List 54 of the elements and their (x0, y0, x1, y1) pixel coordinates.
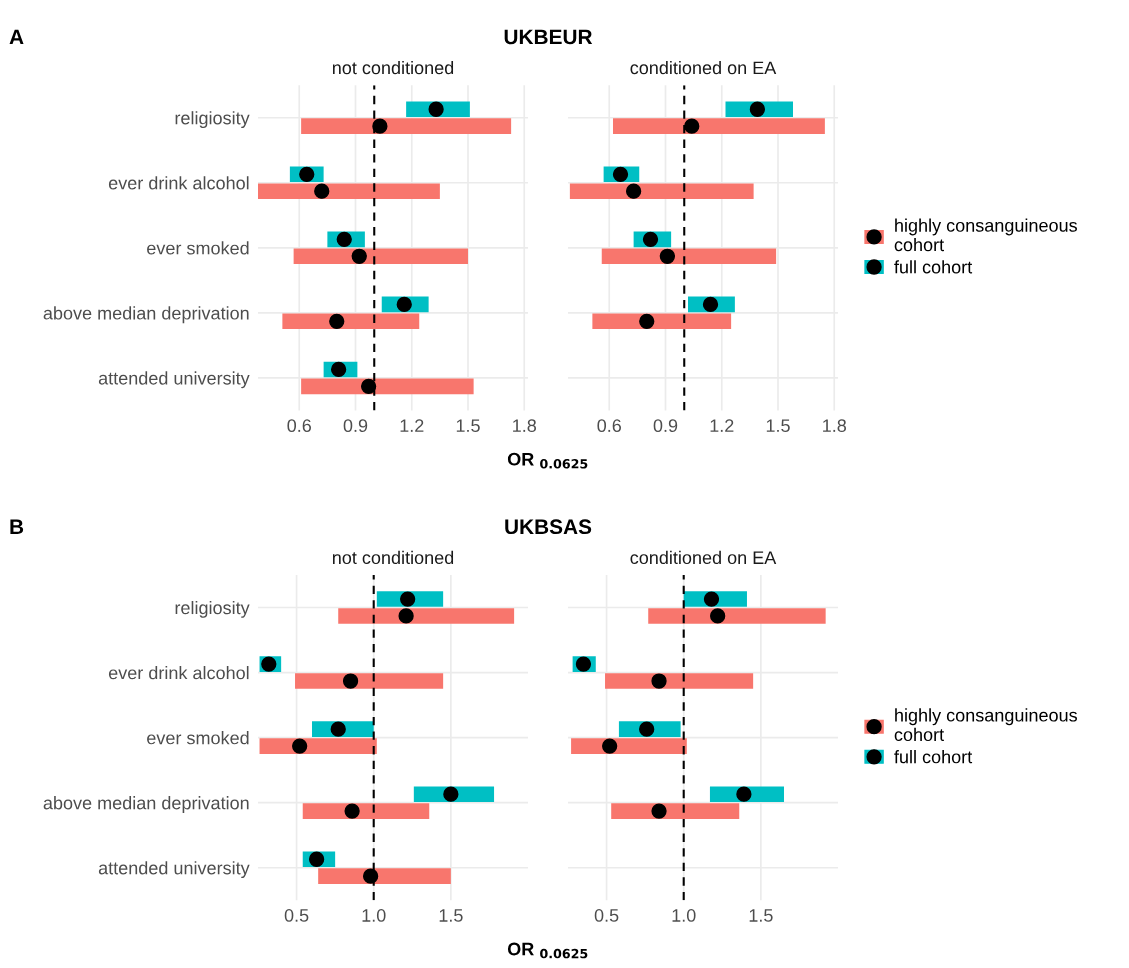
y-tick-label: ever drink alcohol (108, 176, 249, 190)
legend-label: full cohort (894, 750, 973, 764)
x-tick-label: 1.0 (362, 909, 386, 922)
chart-subtitle: conditioned on EA (630, 550, 777, 565)
text: A (9, 29, 24, 45)
y-tick-label: above median deprivation (43, 306, 249, 324)
y-tick-label: religiosity (175, 600, 250, 618)
chart-subtitle: conditioned on EA (630, 60, 777, 75)
bar (301, 118, 512, 134)
x-tick-label: 1.5 (766, 419, 790, 433)
x-tick-label: 1.8 (823, 419, 847, 433)
x-tick-label: 0.5 (594, 909, 619, 922)
x-tick-label: 1.5 (456, 419, 480, 433)
x-tick-label: 1.0 (672, 909, 696, 922)
y-tick-label: above median deprivation (43, 796, 249, 813)
y-tick-label: attended university (98, 371, 250, 389)
bar (569, 183, 754, 200)
chart-title: UKBSAS (505, 519, 592, 535)
bar (258, 183, 440, 200)
chart-title: UKBEUR (504, 29, 593, 45)
bar (592, 313, 732, 330)
x-tick-label: 1.2 (710, 419, 734, 432)
bar (259, 738, 377, 754)
bar (295, 673, 444, 689)
bar (301, 378, 474, 395)
bar (293, 248, 468, 265)
legend-label: full cohort (894, 260, 973, 274)
bar (613, 118, 825, 134)
bar (611, 803, 740, 819)
y-tick-label: religiosity (175, 111, 250, 128)
y-tick-label: ever smoked (147, 241, 249, 255)
x-tick-label: 1.5 (749, 909, 773, 922)
x-tick-label: 1.8 (513, 419, 537, 433)
bar (282, 313, 420, 330)
x-tick-label: 0.9 (343, 419, 368, 433)
text: B (10, 519, 24, 534)
x-tick-label: 0.9 (653, 419, 678, 433)
y-tick-label: ever drink alcohol (108, 666, 249, 680)
x-tick-label: 0.6 (597, 419, 622, 433)
bar (318, 868, 451, 884)
x-tick-label: 1.2 (400, 419, 424, 432)
x-tick-label: 0.6 (287, 419, 312, 433)
x-tick-label: 0.5 (284, 909, 309, 922)
bar (648, 608, 826, 624)
y-tick-label: ever smoked (147, 731, 249, 745)
bar (605, 673, 754, 689)
bar (601, 248, 777, 265)
y-tick-label: attended university (98, 861, 250, 878)
chart-subtitle: not conditioned (332, 60, 454, 75)
x-axis-title: OR $_{0.0625}$ (507, 452, 588, 469)
bar (338, 608, 515, 624)
chart-subtitle: not conditioned (332, 550, 454, 565)
x-tick-label: 1.5 (439, 909, 463, 922)
x-axis-title: OR $_{0.0625}$ (507, 942, 588, 959)
